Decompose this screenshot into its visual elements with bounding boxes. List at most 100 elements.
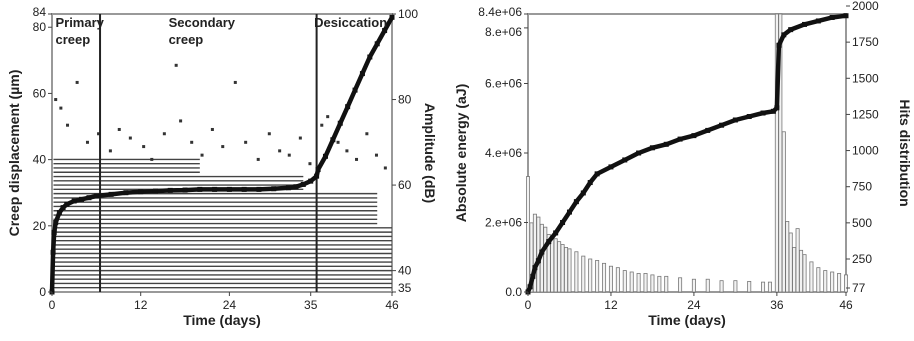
creep-marker [51, 229, 57, 235]
hits-bar [719, 280, 724, 293]
energy-marker [663, 141, 669, 147]
creep-marker [152, 188, 158, 194]
energy-marker [781, 32, 787, 38]
creep-marker [123, 190, 129, 196]
amplitude-point [85, 140, 89, 144]
hits-bar [629, 271, 634, 293]
creep-marker [367, 54, 373, 60]
energy-marker [732, 117, 738, 123]
x-tick-label: 12 [134, 298, 148, 312]
amplitude-point [287, 153, 291, 157]
y2-tick-label: 1500 [852, 71, 879, 85]
hits-bar [526, 176, 531, 293]
y2-tick-label: 60 [398, 178, 412, 192]
hits-bar [823, 270, 828, 293]
y-tick-label: 8.e+06 [485, 25, 522, 39]
amplitude-point [267, 132, 271, 136]
y2-axis-title: Hits distribution [897, 99, 913, 206]
x-axis-ticks: 0 12 24 35 46 [49, 292, 399, 312]
y-tick-label: 0 [39, 285, 46, 299]
amplitude-point [179, 119, 183, 123]
amplitude-point [97, 132, 101, 136]
hits-bar [650, 274, 655, 293]
creep-marker [182, 187, 188, 193]
creep-marker [322, 153, 328, 159]
creep-marker [56, 210, 62, 216]
creep-marker [64, 201, 70, 207]
x-tick-label: 36 [770, 298, 784, 312]
amplitude-point [221, 145, 225, 149]
creep-marker [53, 220, 59, 225]
energy-marker [566, 209, 572, 215]
phase-divider-lines [99, 14, 318, 292]
amplitude-point [117, 127, 121, 131]
phase-annotation: Primary [55, 15, 104, 30]
y-tick-label: 6.e+06 [485, 77, 522, 91]
hits-bar [678, 277, 683, 293]
amplitude-point [256, 157, 260, 161]
energy-marker [719, 122, 725, 128]
energy-marker [622, 157, 628, 163]
hits-bar [636, 273, 641, 293]
hits-bar [816, 267, 821, 293]
hits-bar [788, 232, 793, 293]
energy-marker [774, 105, 780, 111]
x-tick-label: 24 [687, 298, 701, 312]
energy-marker [580, 190, 586, 196]
creep-marker [389, 14, 395, 20]
amplitude-point [59, 106, 63, 110]
hits-bar [550, 236, 555, 293]
hits-bar [809, 261, 814, 293]
hits-bar [608, 265, 613, 293]
y-tick-label: 84 [33, 5, 47, 19]
creep-marker [79, 196, 85, 202]
hits-bar [543, 226, 548, 293]
cumulative-energy-markers [525, 13, 849, 295]
y-tick-label: 2.e+06 [485, 216, 522, 230]
hits-bar [792, 247, 797, 293]
energy-marker [608, 164, 614, 170]
energy-marker [560, 220, 566, 225]
phase-annotation: Desiccation [314, 15, 387, 30]
amplitude-point [108, 149, 112, 153]
hits-bar [574, 251, 579, 293]
hits-bar [588, 258, 593, 293]
hits-bar [733, 280, 738, 293]
amplitude-point [75, 80, 79, 84]
y2-axis-title: Amplitude (dB) [422, 103, 438, 203]
creep-marker [108, 191, 114, 197]
energy-marker [532, 265, 538, 271]
creep-marker [293, 184, 299, 190]
energy-marker [705, 127, 711, 133]
energy-marker [587, 180, 593, 186]
phase-annotation: creep [169, 32, 204, 47]
phase-annotations: Primary creep Secondary creep Desiccation [55, 15, 387, 47]
amplitude-point [174, 63, 178, 67]
hits-bar [581, 255, 586, 293]
hits-bar [664, 275, 669, 293]
creep-marker [86, 195, 92, 201]
creep-marker [256, 186, 262, 192]
amplitude-point [365, 132, 369, 136]
amplitude-point [244, 140, 248, 144]
amplitude-point [233, 80, 237, 84]
creep-marker [71, 198, 77, 204]
phase-annotation: Secondary [169, 15, 236, 30]
y-tick-label: 20 [33, 219, 47, 233]
creep-marker [197, 186, 203, 192]
energy-marker [829, 14, 835, 20]
creep-marker [382, 28, 388, 34]
energy-marker [843, 13, 849, 19]
x-tick-label: 0 [525, 298, 532, 312]
creep-marker [337, 120, 343, 126]
hits-bar [837, 273, 842, 293]
energy-chart: 0.0 2.e+06 4.e+06 6.e+06 8.e+06 8.4e+06 77 250… [453, 0, 913, 328]
hits-bar [799, 249, 804, 293]
hits-bar [795, 228, 800, 293]
hits-bar [602, 262, 607, 293]
hits-bar [560, 244, 565, 293]
amplitude-point [190, 140, 194, 144]
x-tick-label: 24 [223, 298, 237, 312]
energy-marker [802, 21, 808, 27]
hits-bar [567, 248, 572, 293]
